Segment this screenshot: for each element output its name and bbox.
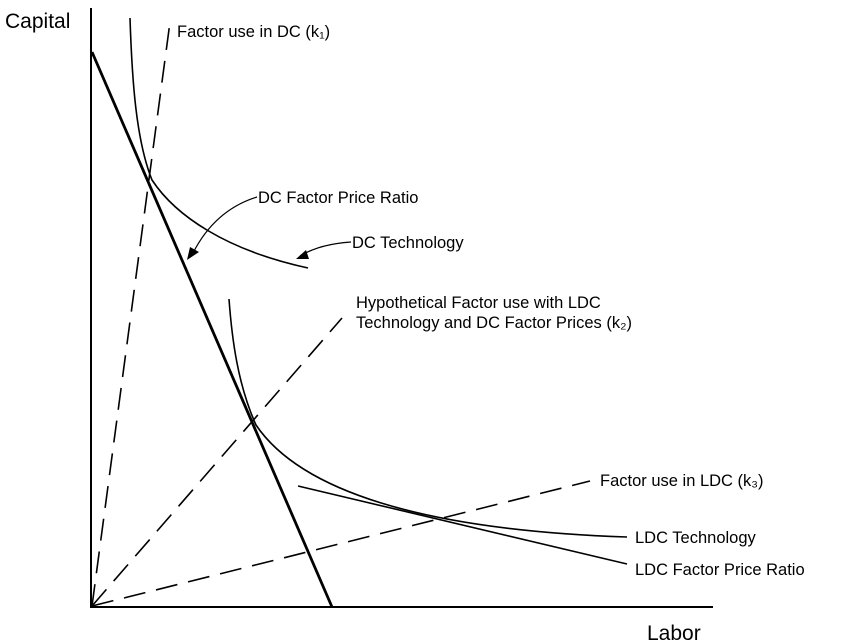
hypothetical-label-line2: Technology and DC Factor Prices (k₂): [356, 314, 632, 332]
dc-price-ratio-arrowhead: [187, 247, 199, 260]
x-axis-title: Labor: [647, 622, 701, 644]
hypothetical-factor-use-ray: [91, 317, 343, 607]
ldc-price-ratio-label: LDC Factor Price Ratio: [635, 561, 805, 579]
dc-price-ratio-leader: [192, 196, 258, 254]
dc-price-ratio-label: DC Factor Price Ratio: [258, 189, 418, 207]
y-axis-title: Capital: [5, 10, 70, 33]
dc-factor-use-label: Factor use in DC (k₁): [177, 23, 330, 41]
hypothetical-label-line1: Hypothetical Factor use with LDC: [356, 294, 601, 312]
dc-factor-price-ratio-line: [90, 51, 334, 608]
dc-technology-curve: [129, 17, 309, 269]
dc-technology-leader: [299, 241, 352, 257]
ldc-technology-curve: [228, 298, 628, 538]
dc-technology-arrowhead: [296, 250, 309, 259]
ldc-factor-use-label: Factor use in LDC (k₃): [600, 472, 764, 490]
ldc-factor-price-ratio-line: [297, 485, 628, 565]
ldc-technology-label: LDC Technology: [635, 529, 757, 547]
ldc-factor-use-ray: [91, 480, 591, 607]
dc-factor-use-ray: [91, 21, 171, 607]
dc-technology-label: DC Technology: [352, 234, 464, 252]
